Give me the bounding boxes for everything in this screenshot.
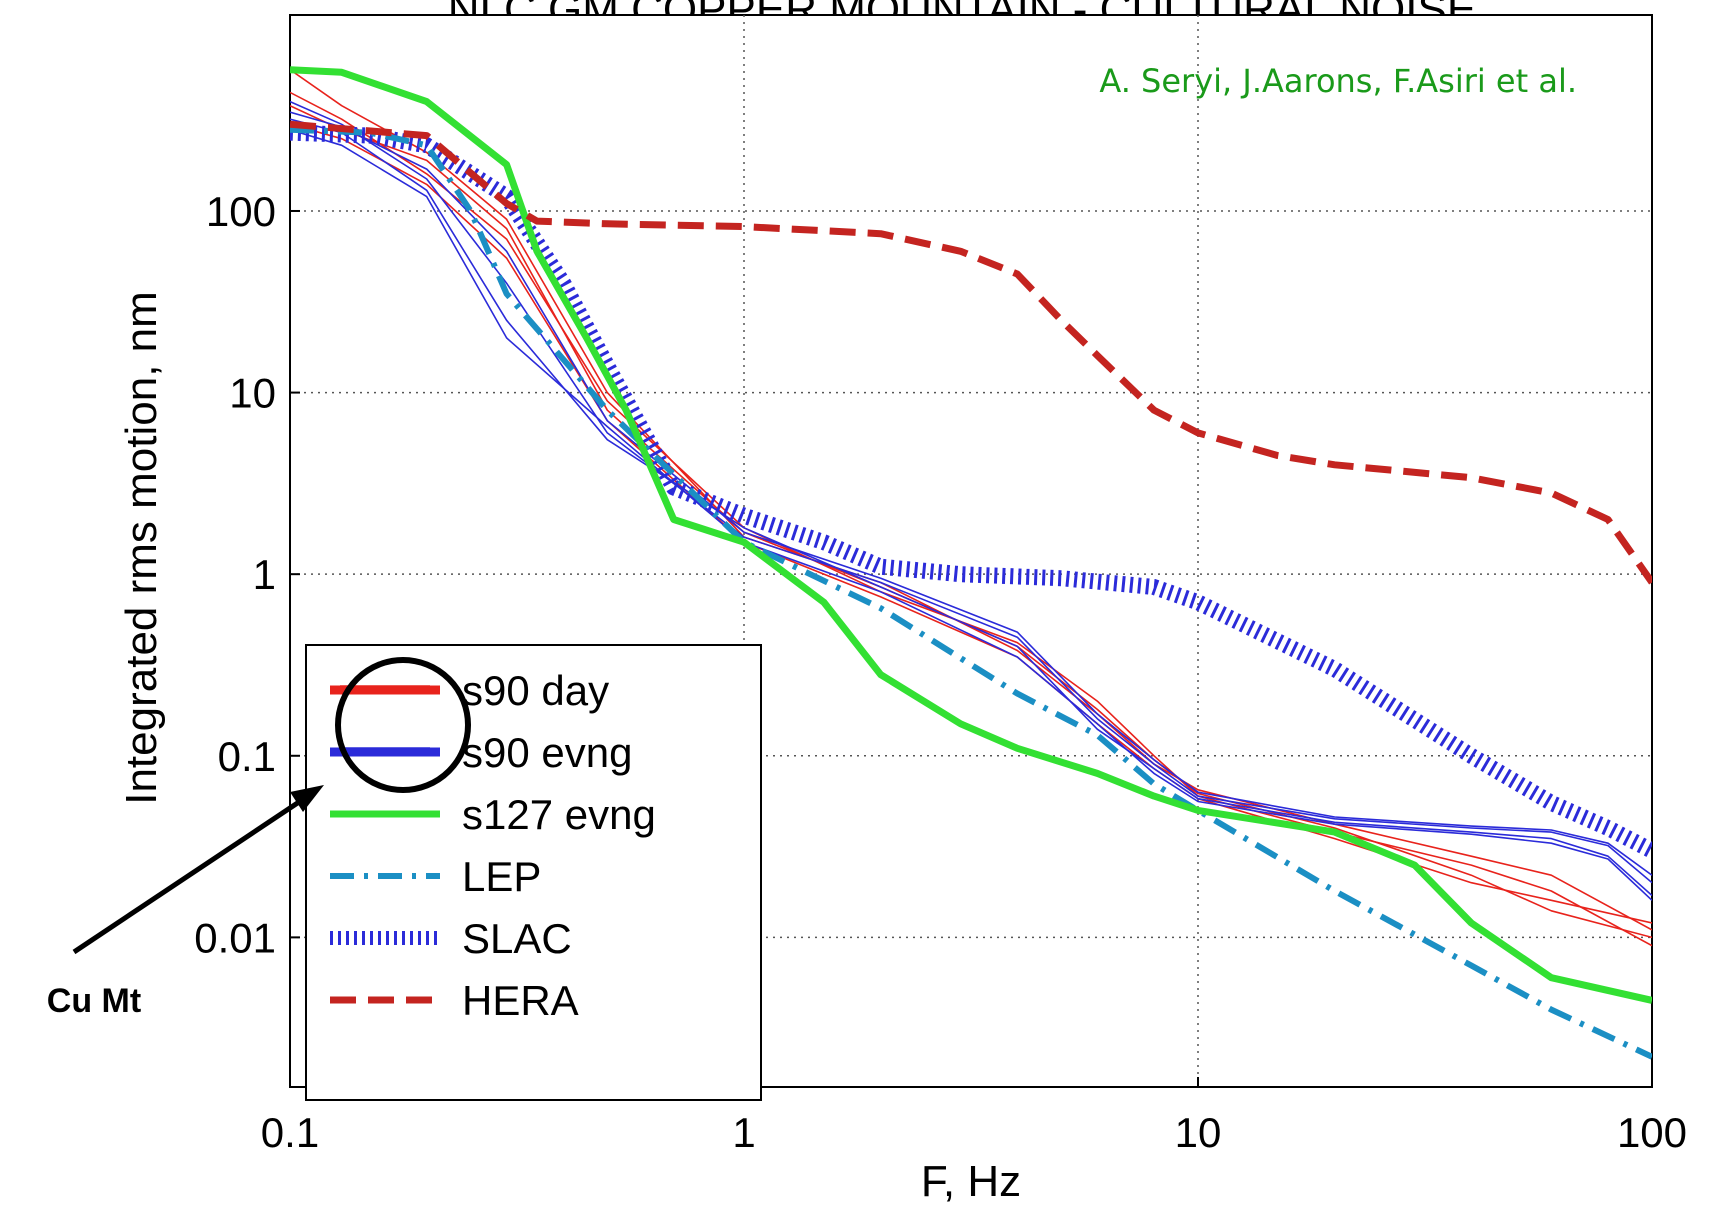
callout-circle <box>335 657 471 793</box>
legend-label-lep: LEP <box>462 853 541 900</box>
callout-label: Cu Mt <box>47 982 141 1020</box>
credit-text: A. Seryi, J.Aarons, F.Asiri et al. <box>1099 62 1577 100</box>
series-line-slac <box>290 124 1652 858</box>
series-line-hera <box>290 120 1652 585</box>
x-axis: 0.1 1 10 100 <box>261 1077 1687 1156</box>
series-line-s90-day <box>290 69 1652 931</box>
series-line-s90-evng <box>290 129 1652 901</box>
x-tick-label: 100 <box>1617 1109 1687 1156</box>
series-layer <box>290 66 1652 1060</box>
legend-label-s127-evng: s127 evng <box>462 791 656 838</box>
x-tick-label: 1 <box>732 1109 755 1156</box>
series-line-lep <box>290 126 1652 1060</box>
series-line-s90-evng <box>290 118 1652 897</box>
y-tick-label: 0.1 <box>218 733 276 780</box>
y-tick-label: 1 <box>253 551 276 598</box>
callout-arrow-head <box>290 785 324 812</box>
y-tick-label: 100 <box>206 188 276 235</box>
legend-label-hera: HERA <box>462 977 579 1024</box>
y-tick-label: 0.01 <box>194 914 276 961</box>
legend-label-s90-evng: s90 evng <box>462 729 632 776</box>
x-tick-label: 10 <box>1175 1109 1222 1156</box>
x-tick-label: 0.1 <box>261 1109 319 1156</box>
callout-arrow-shaft <box>72 797 304 955</box>
legend-box <box>305 644 762 1101</box>
x-axis-label: F, Hz <box>921 1157 1021 1206</box>
legend-label-slac: SLAC <box>462 915 572 962</box>
series-line-s127-evng <box>290 66 1652 1004</box>
y-tick-label: 10 <box>229 370 276 417</box>
y-axis-label: Integrated rms motion, nm <box>117 291 166 805</box>
legend-label-s90-day: s90 day <box>462 667 609 714</box>
series-line-s90-evng <box>290 100 1652 884</box>
y-axis: 100 10 1 0.1 0.01 <box>194 188 300 961</box>
legend: s90 day s90 evng s127 evng LEP SLAC HERA <box>305 644 762 1101</box>
